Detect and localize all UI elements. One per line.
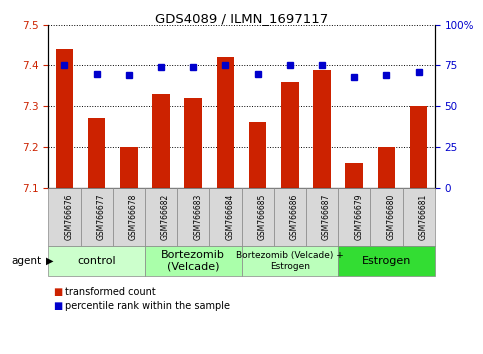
Text: GSM766676: GSM766676 [64, 194, 73, 240]
Bar [249, 122, 267, 188]
Text: GSM766686: GSM766686 [290, 194, 299, 240]
Text: agent: agent [11, 256, 41, 266]
Text: GSM766677: GSM766677 [97, 194, 106, 240]
Bar [56, 49, 73, 188]
Text: Estrogen: Estrogen [362, 256, 411, 266]
Text: ▶: ▶ [46, 256, 54, 266]
Bar [88, 118, 105, 188]
Bar [345, 163, 363, 188]
Text: GSM766678: GSM766678 [129, 194, 138, 240]
Text: Bortezomib (Velcade) +
Estrogen: Bortezomib (Velcade) + Estrogen [236, 251, 344, 271]
Text: GSM766683: GSM766683 [193, 194, 202, 240]
Text: GSM766687: GSM766687 [322, 194, 331, 240]
Text: percentile rank within the sample: percentile rank within the sample [65, 301, 230, 311]
Text: GSM766681: GSM766681 [419, 194, 427, 240]
Bar [378, 147, 395, 188]
Text: GSM766685: GSM766685 [257, 194, 267, 240]
Text: GSM766679: GSM766679 [354, 194, 363, 240]
Bar [410, 106, 427, 188]
Bar [216, 57, 234, 188]
Text: GSM766680: GSM766680 [386, 194, 396, 240]
Text: ■: ■ [53, 301, 62, 311]
Bar [120, 147, 138, 188]
Text: GDS4089 / ILMN_1697117: GDS4089 / ILMN_1697117 [155, 12, 328, 25]
Text: control: control [77, 256, 116, 266]
Bar [313, 70, 331, 188]
Bar [185, 98, 202, 188]
Text: ■: ■ [53, 287, 62, 297]
Text: GSM766684: GSM766684 [226, 194, 234, 240]
Bar [152, 94, 170, 188]
Text: Bortezomib
(Velcade): Bortezomib (Velcade) [161, 250, 225, 272]
Text: transformed count: transformed count [65, 287, 156, 297]
Bar [281, 82, 298, 188]
Text: GSM766682: GSM766682 [161, 194, 170, 240]
